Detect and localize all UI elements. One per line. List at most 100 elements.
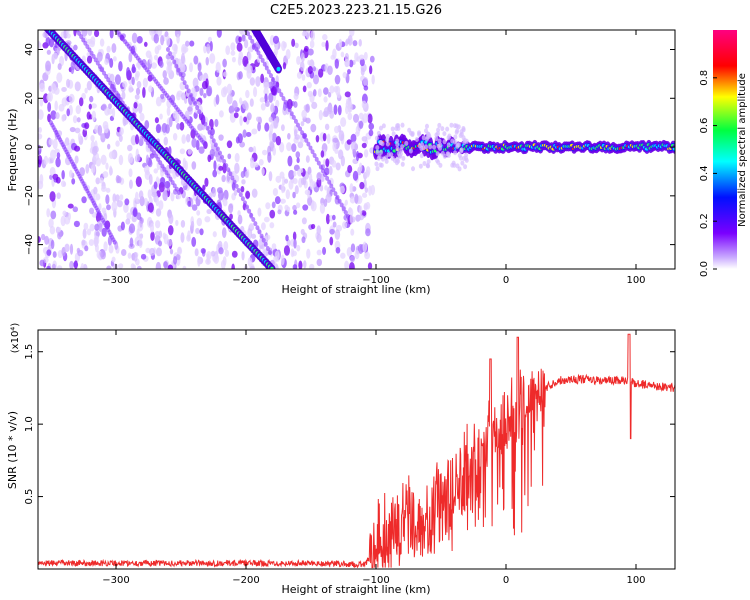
- spectrogram-band-peak: [672, 147, 675, 151]
- spectrogram-noise-cell: [376, 130, 381, 136]
- spectrogram-noise-cell: [126, 212, 132, 221]
- spectrogram-noise-cell: [89, 223, 95, 232]
- spectrogram-streak-cell: [257, 229, 262, 235]
- spectrogram-noise-cell: [436, 159, 441, 165]
- spectrogram-noise-cell: [323, 96, 328, 103]
- spectrogram-noise-cell: [301, 31, 307, 37]
- spectrogram-noise-cell: [292, 264, 298, 269]
- spectrogram-noise-cell: [66, 33, 71, 39]
- spectrogram-noise-cell: [449, 122, 454, 128]
- spectrogram-streak-cell: [275, 84, 280, 90]
- spectrogram-noise-cell: [437, 145, 442, 151]
- spectrogram-noise-cell: [194, 248, 199, 257]
- spectrogram-noise-cell: [91, 110, 97, 121]
- spectrogram-noise-cell: [378, 149, 383, 155]
- spectrogram-noise-cell: [106, 204, 111, 211]
- spectrogram-noise-cell: [46, 208, 51, 218]
- spectrogram-noise-cell: [285, 234, 289, 242]
- spectrogram-streak-cell: [246, 31, 251, 37]
- spectrogram-noise-cell: [218, 110, 224, 118]
- spectrogram-noise-cell: [162, 190, 168, 202]
- spectrogram-noise-cell: [445, 126, 450, 132]
- spectrogram-noise-cell: [209, 40, 213, 52]
- spectrogram-noise-cell: [437, 122, 442, 128]
- spectrogram-noise-cell: [50, 110, 57, 120]
- colorbar-label: Normalized spectral amplitude: [737, 73, 748, 227]
- spectrogram-noise-cell: [76, 247, 81, 254]
- spectrogram-noise-cell: [56, 72, 63, 83]
- spectrogram-noise-cell: [136, 153, 141, 162]
- spectrogram-line-halo: [268, 264, 276, 269]
- spectrogram-noise-cell: [82, 228, 87, 239]
- spectrogram-noise-cell: [294, 185, 299, 195]
- spectrogram-noise-cell: [461, 125, 466, 131]
- spectrogram-noise-cell: [61, 180, 66, 188]
- spectrogram-noise-cell: [109, 58, 114, 68]
- colorbar-tick-label: 0.2: [699, 213, 710, 229]
- spectrogram-noise-cell: [315, 135, 320, 143]
- spectrogram-streak-cell: [215, 146, 220, 152]
- spectrogram-noise-cell: [179, 121, 185, 131]
- spectrogram-noise-cell: [322, 34, 328, 41]
- spectrogram-noise-cell: [56, 152, 61, 159]
- spectrogram-noise-cell: [131, 66, 137, 73]
- spectrogram-noise-cell: [340, 117, 347, 128]
- spectrogram-noise-cell: [263, 216, 270, 223]
- spectrogram-noise-cell: [55, 176, 61, 184]
- spectrogram-noise-cell: [340, 252, 346, 259]
- spectrogram-noise-cell: [127, 152, 134, 164]
- spectrogram-noise-cell: [249, 98, 254, 107]
- spectrogram-noise-cell: [442, 139, 447, 145]
- spectrogram-noise-cell: [247, 257, 253, 267]
- spectrogram-noise-cell: [375, 145, 380, 151]
- spectrogram-noise-cell: [301, 217, 307, 225]
- spectrogram-noise-cell: [153, 181, 158, 190]
- spectrogram-noise-cell: [201, 81, 208, 90]
- spectrogram-noise-cell: [260, 222, 266, 231]
- spectrogram-noise-cell: [77, 132, 82, 142]
- spectrogram-noise-cell: [248, 146, 254, 153]
- spectrogram-noise-cell: [203, 44, 207, 54]
- spectrogram-noise-cell: [300, 228, 305, 235]
- spectrogram-noise-cell: [390, 155, 395, 161]
- spectrogram-noise-cell: [329, 236, 334, 246]
- spectrogram-noise-cell: [89, 95, 94, 103]
- spectrogram-noise-cell: [73, 220, 80, 228]
- spectrogram-noise-cell: [147, 202, 154, 213]
- spectrogram-noise-cell: [179, 148, 186, 155]
- spectrogram-noise-cell: [145, 50, 152, 59]
- spectrogram-noise-cell: [331, 159, 337, 168]
- spectrogram-noise-cell: [143, 41, 148, 47]
- spectrogram-noise-cell: [207, 36, 212, 43]
- spectrogram-noise-cell: [189, 40, 195, 47]
- spectrogram-noise-cell: [48, 138, 54, 146]
- spectrogram-noise-cell: [348, 261, 355, 269]
- spectrogram-streak-cell: [337, 198, 342, 204]
- spectrogram-noise-cell: [317, 88, 322, 98]
- spectrogram-noise-cell: [286, 142, 292, 152]
- spectrogram-noise-cell: [94, 30, 100, 38]
- spectrogram-noise-cell: [440, 150, 445, 156]
- spectrogram-noise-cell: [202, 184, 206, 191]
- spectrogram-streak-cell: [263, 241, 268, 247]
- spectrogram-noise-cell: [139, 217, 144, 224]
- spectrogram-noise-cell: [218, 165, 224, 171]
- spectrogram-noise-cell: [185, 40, 190, 47]
- spectrogram-noise-cell: [74, 145, 81, 152]
- spectrogram-noise-cell: [78, 97, 84, 107]
- spectrogram-noise-cell: [128, 84, 133, 93]
- spectrogram-line-halo: [252, 30, 254, 31]
- spectrogram-noise-cell: [189, 62, 193, 73]
- spectrogram-noise-cell: [118, 60, 123, 72]
- spectrogram-noise-cell: [361, 192, 368, 198]
- spectrogram-noise-cell: [355, 214, 361, 223]
- spectrogram-noise-cell: [168, 213, 174, 225]
- spectrogram-noise-cell: [135, 191, 139, 202]
- spectrogram-noise-cell: [148, 173, 153, 185]
- spectrogram-noise-cell: [283, 245, 291, 256]
- spectrogram-noise-cell: [100, 185, 107, 192]
- spectrogram-noise-cell: [408, 148, 413, 154]
- spectrogram-noise-cell: [75, 105, 81, 115]
- spectrogram-noise-cell: [349, 183, 354, 194]
- spectrogram-line-core: [253, 30, 255, 31]
